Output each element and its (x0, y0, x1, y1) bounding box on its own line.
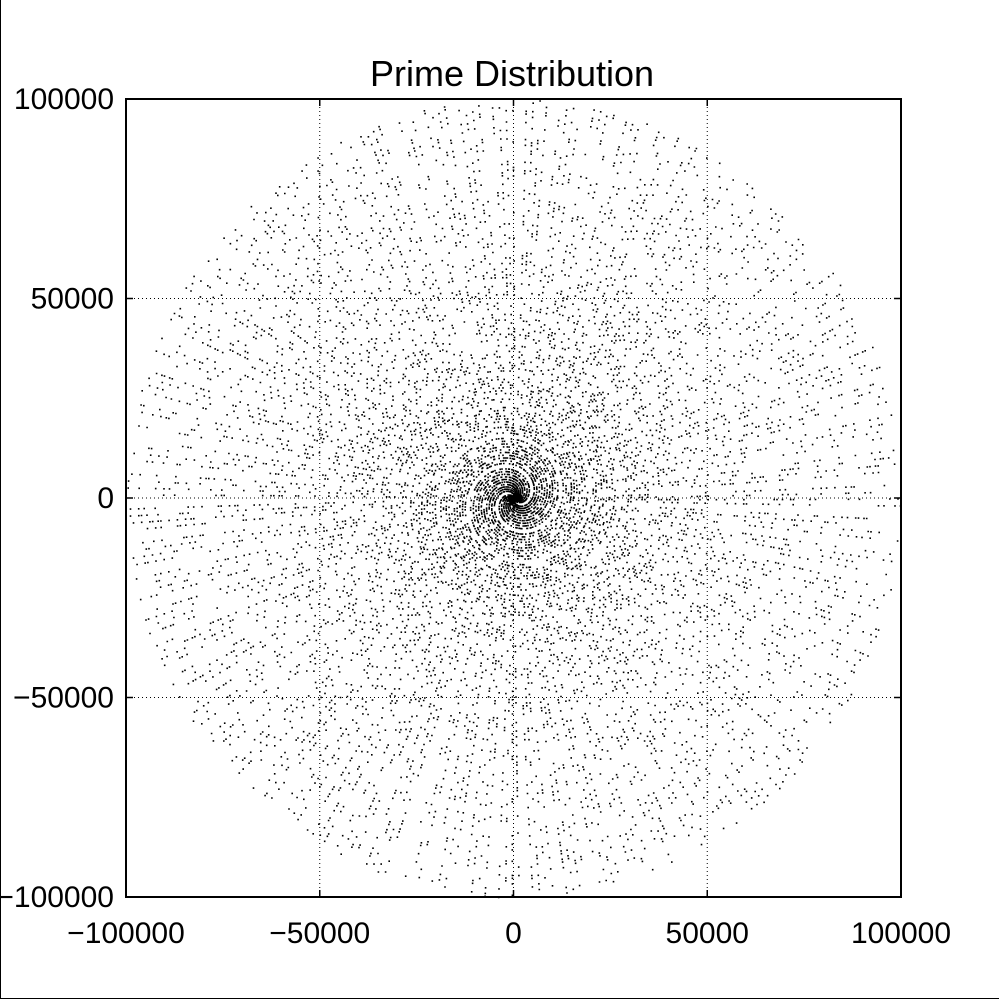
prime-points (127, 100, 902, 899)
grid-lines (126, 99, 901, 897)
x-tick-label-3: 50000 (666, 917, 749, 950)
y-axis-tick-labels: −100000 −50000 0 50000 100000 (0, 83, 114, 914)
chart-title: Prime Distribution (370, 53, 654, 94)
x-axis-tick-labels: −100000 −50000 0 50000 100000 (67, 917, 951, 950)
x-tick-label-2: 0 (505, 917, 522, 950)
x-tick-label-0: −100000 (67, 917, 185, 950)
y-tick-label-1: −50000 (13, 682, 114, 715)
data-points (127, 100, 902, 899)
y-tick-label-3: 50000 (31, 283, 114, 316)
y-tick-label-2: 0 (97, 482, 114, 515)
x-tick-label-4: 100000 (851, 917, 951, 950)
x-tick-label-1: −50000 (269, 917, 370, 950)
axis-ticks (125, 98, 902, 898)
y-tick-label-4: 100000 (14, 83, 114, 116)
y-tick-label-0: −100000 (0, 881, 114, 914)
